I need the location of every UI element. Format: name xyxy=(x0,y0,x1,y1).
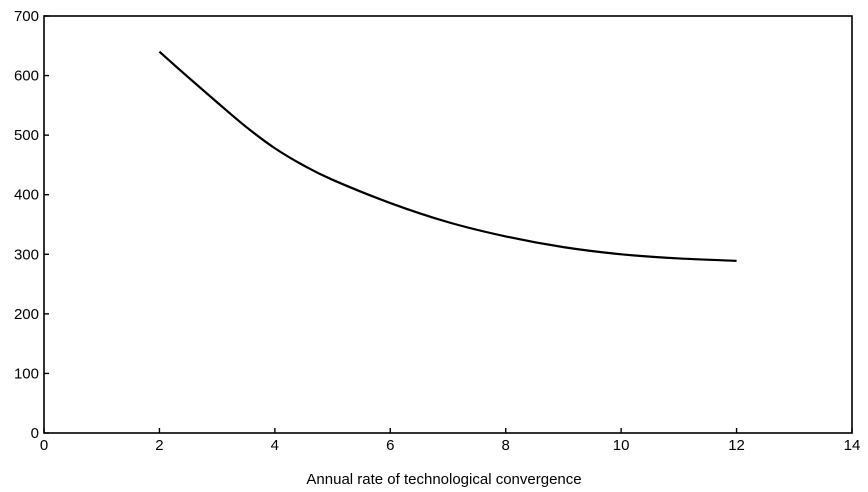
y-tick-label: 300 xyxy=(14,246,39,263)
x-tick-label: 0 xyxy=(40,437,48,454)
x-axis-title: Annual rate of technological convergence xyxy=(306,471,581,488)
x-tick-label: 14 xyxy=(844,437,861,454)
plot-area xyxy=(43,15,853,434)
x-tick-label: 8 xyxy=(502,437,510,454)
y-tick-label: 100 xyxy=(14,365,39,382)
series-line xyxy=(158,50,737,262)
y-tick-label: 200 xyxy=(14,306,39,323)
x-tick-label: 2 xyxy=(155,437,163,454)
y-tick-label: 600 xyxy=(14,68,39,85)
y-tick-label: 500 xyxy=(14,127,39,144)
x-tick-label: 10 xyxy=(613,437,630,454)
y-axis: 0 100 200 300 400 500 600 700 xyxy=(14,8,49,442)
y-tick-label: 400 xyxy=(14,187,39,204)
x-tick-label: 6 xyxy=(386,437,394,454)
y-tick-label: 700 xyxy=(14,8,39,25)
y-tick-label: 0 xyxy=(31,425,39,442)
plot-frame xyxy=(43,15,853,434)
series-group xyxy=(158,50,737,262)
x-tick-label: 4 xyxy=(271,437,279,454)
x-tick-label: 12 xyxy=(728,437,745,454)
x-axis: 0 2 4 6 8 10 12 14 xyxy=(40,428,861,454)
